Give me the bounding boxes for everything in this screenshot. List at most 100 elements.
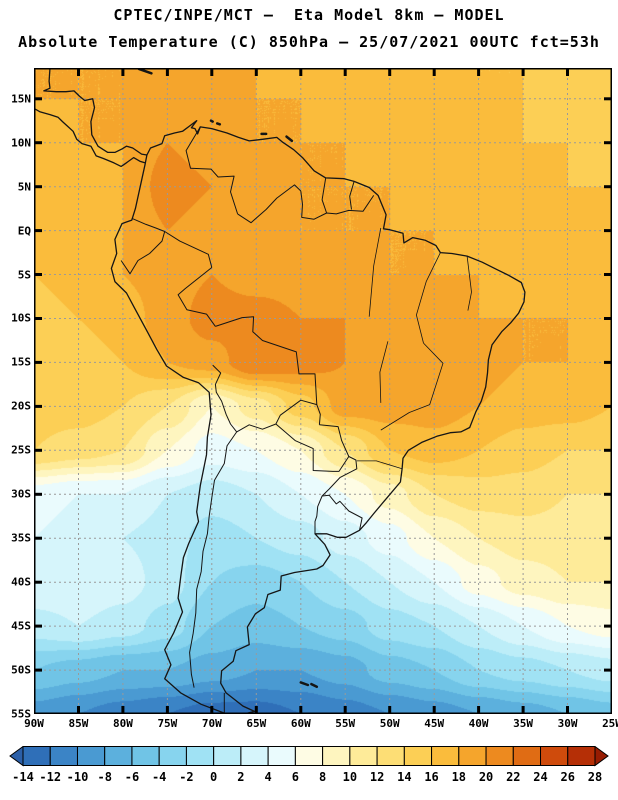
country-border-line	[120, 231, 166, 275]
colorbar-segment	[512, 746, 542, 766]
state-border-line	[356, 460, 403, 470]
colorbar-tick-label: 4	[265, 770, 272, 784]
lon-tick-label: 30W	[557, 717, 578, 730]
colorbar-tick-label: 0	[210, 770, 217, 784]
coastline	[43, 68, 148, 156]
lon-tick-label: 45W	[424, 717, 445, 730]
lon-tick-label: 60W	[290, 717, 311, 730]
lon-tick-label: 35W	[513, 717, 533, 730]
lon-tick-label: 80W	[112, 717, 133, 730]
country-border-line	[236, 423, 277, 433]
colorbar-segment	[49, 746, 78, 766]
colorbar-segment	[22, 746, 51, 766]
colorbar-segment	[76, 746, 106, 766]
colorbar-tick-label: 12	[370, 770, 384, 784]
colorbar: -14 -12 -10 -8 -6 -4 -2 0 2 4 6 8 10 12 14 16 18 20 22 24 26…	[9, 745, 609, 788]
chart-subtitle: Absolute Temperature (C) 850hPa — 25/07/…	[18, 33, 600, 51]
colorbar-tick-label: 14	[397, 770, 411, 784]
colorbar-segment	[540, 746, 569, 766]
colorbar-tick-label: -2	[179, 770, 193, 784]
colorbar-tick-label: -12	[39, 770, 61, 784]
coastline	[34, 107, 146, 168]
lat-tick-label: EQ	[17, 224, 31, 238]
country-border-line	[322, 494, 363, 531]
lon-tick-label: 70W	[201, 717, 222, 730]
colorbar-segment	[158, 746, 187, 766]
island-mark	[285, 135, 294, 143]
state-border-line	[368, 227, 382, 317]
lat-tick-label: 15N	[11, 92, 31, 106]
colorbar-segment	[349, 746, 378, 766]
lon-tick-label: 40W	[468, 717, 489, 730]
lat-tick-label: 5S	[17, 268, 31, 282]
colorbar-segment	[185, 746, 215, 766]
colorbar-right-arrow	[594, 745, 609, 767]
country-border-line	[237, 184, 375, 224]
colorbar-left-arrow	[9, 745, 24, 767]
colorbar-tick-label: 22	[506, 770, 520, 784]
colorbar-tick-label: 2	[237, 770, 244, 784]
state-border-line	[416, 252, 441, 344]
country-border-line	[349, 181, 355, 210]
lat-tick-label: 45S	[11, 619, 31, 633]
lat-tick-label: 40S	[11, 575, 31, 589]
lat-tick-label: 55S	[11, 707, 31, 721]
lon-tick-label: 90W	[24, 717, 44, 730]
colorbar-segment	[294, 746, 324, 766]
map-frame	[34, 68, 612, 714]
lon-tick-label: 55W	[335, 717, 356, 730]
lat-tick-label: 20S	[11, 399, 31, 413]
lat-tick-label: 35S	[11, 531, 31, 545]
country-border-line	[275, 399, 317, 425]
country-border-line	[321, 177, 328, 214]
island-mark	[299, 681, 310, 687]
country-border-line	[131, 217, 213, 268]
map-overlay	[34, 68, 612, 714]
island-mark	[209, 119, 214, 123]
lon-tick-label: 25W	[602, 717, 618, 730]
country-border-line	[314, 456, 358, 534]
state-border-line	[379, 341, 389, 403]
lat-tick-label: 10N	[11, 136, 31, 150]
colorbar-segment	[131, 746, 160, 766]
colorbar-tick-label: -4	[152, 770, 166, 784]
colorbar-segment	[322, 746, 351, 766]
colorbar-tick-label: 26	[561, 770, 575, 784]
country-border-line	[275, 423, 350, 472]
lat-tick-label: 30S	[11, 487, 31, 501]
state-border-line	[466, 256, 472, 311]
colorbar-segment	[431, 746, 460, 766]
colorbar-segment	[267, 746, 296, 766]
lon-tick-label: 85W	[68, 717, 89, 730]
colorbar-segment	[485, 746, 514, 766]
country-border-line	[189, 431, 238, 688]
colorbar-segment	[458, 746, 487, 766]
lat-tick-label: 50S	[11, 663, 31, 677]
colorbar-tick-label: 8	[319, 770, 326, 784]
colorbar-tick-label: 28	[588, 770, 602, 784]
colorbar-segment	[376, 746, 405, 766]
colorbar-segment	[104, 746, 133, 766]
colorbar-segment	[567, 746, 596, 766]
country-border-line	[215, 316, 321, 425]
colorbar-tick-label: 24	[533, 770, 547, 784]
lat-tick-label: 25S	[11, 443, 31, 457]
island-mark	[215, 122, 222, 126]
colorbar-tick-label: -8	[97, 770, 111, 784]
colorbar-tick-label: -6	[125, 770, 139, 784]
lon-tick-label: 75W	[157, 717, 178, 730]
lat-tick-label: 5N	[17, 180, 31, 194]
colorbar-tick-label: 10	[343, 770, 357, 784]
colorbar-scale: -14 -12 -10 -8 -6 -4 -2 0 2 4 6 8 10 12 14 16 18 20 22 24 26…	[9, 745, 609, 784]
model-title: CPTEC/INPE/MCT — Eta Model 8km — MODEL	[113, 6, 505, 24]
colorbar-tick-label: 20	[479, 770, 493, 784]
colorbar-tick-label: 18	[452, 770, 466, 784]
colorbar-segment	[213, 746, 242, 766]
colorbar-tick-label: -10	[67, 770, 89, 784]
colorbar-segment	[403, 746, 433, 766]
island-mark	[137, 68, 153, 75]
country-border-line	[319, 424, 350, 457]
colorbar-segment	[240, 746, 269, 766]
lat-tick-label: 15S	[11, 355, 31, 369]
map-area	[34, 68, 612, 714]
